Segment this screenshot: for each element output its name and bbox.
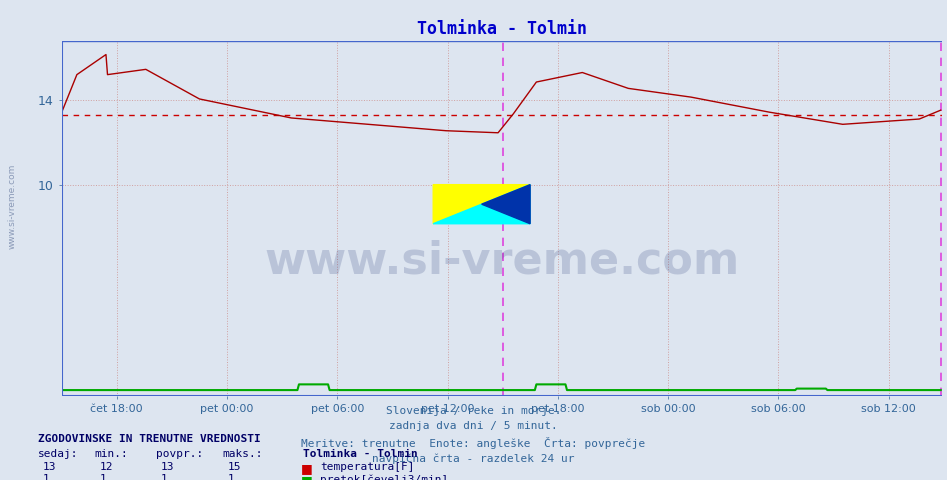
Text: ■: ■ [301, 462, 313, 475]
Text: pretok[čevelj3/min]: pretok[čevelj3/min] [320, 474, 448, 480]
Text: ZGODOVINSKE IN TRENUTNE VREDNOSTI: ZGODOVINSKE IN TRENUTNE VREDNOSTI [38, 434, 260, 444]
Text: sedaj:: sedaj: [38, 449, 79, 459]
Polygon shape [433, 185, 530, 224]
Text: Tolminka - Tolmin: Tolminka - Tolmin [303, 449, 418, 459]
Text: temperatura[F]: temperatura[F] [320, 462, 415, 472]
Text: Meritve: trenutne  Enote: angleške  Črta: povprečje: Meritve: trenutne Enote: angleške Črta: … [301, 437, 646, 449]
Text: zadnja dva dni / 5 minut.: zadnja dva dni / 5 minut. [389, 421, 558, 432]
Text: ■: ■ [301, 474, 313, 480]
Text: 1: 1 [227, 474, 234, 480]
Text: www.si-vreme.com: www.si-vreme.com [264, 240, 740, 283]
Text: 13: 13 [43, 462, 56, 472]
Text: 1: 1 [99, 474, 106, 480]
Text: 1: 1 [161, 474, 168, 480]
Text: 15: 15 [227, 462, 241, 472]
Polygon shape [433, 185, 530, 224]
Text: 12: 12 [99, 462, 113, 472]
Text: 1: 1 [43, 474, 49, 480]
Text: navpična črta - razdelek 24 ur: navpična črta - razdelek 24 ur [372, 453, 575, 464]
Title: Tolminka - Tolmin: Tolminka - Tolmin [417, 20, 587, 38]
Text: maks.:: maks.: [223, 449, 263, 459]
Text: Slovenija / reke in morje.: Slovenija / reke in morje. [385, 406, 562, 416]
Polygon shape [482, 185, 530, 224]
Text: min.:: min.: [95, 449, 129, 459]
Text: povpr.:: povpr.: [156, 449, 204, 459]
Text: www.si-vreme.com: www.si-vreme.com [8, 164, 17, 249]
Text: 13: 13 [161, 462, 174, 472]
